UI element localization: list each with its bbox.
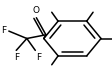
Text: F: F (36, 53, 41, 62)
Text: F: F (14, 53, 19, 62)
Text: F: F (2, 26, 7, 35)
Text: O: O (33, 6, 40, 15)
